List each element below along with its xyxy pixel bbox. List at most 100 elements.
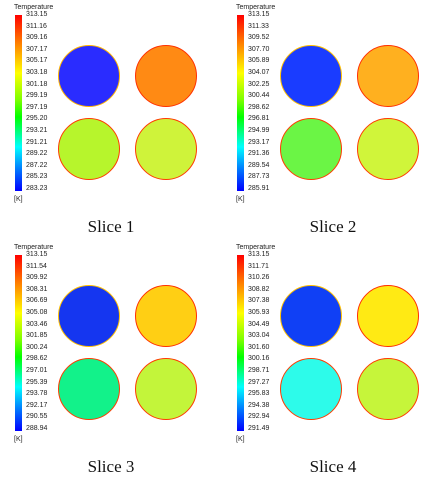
colorbar-tick-label: 291.36 (248, 150, 270, 158)
colorbar-tick-label: 297.19 (26, 103, 48, 111)
colorbar-tick-label: 299.19 (26, 92, 48, 100)
colorbar-tick-label: 298.62 (248, 103, 270, 111)
colorbar-tick-label: 294.99 (248, 127, 270, 134)
colorbar-tick-label: 313.15 (248, 251, 270, 258)
colorbar-title: Temperature (236, 4, 276, 11)
colorbar-tick-label: 305.08 (26, 309, 48, 316)
colorbar (237, 255, 244, 431)
colorbar-tick-label: 313.15 (248, 11, 270, 18)
colorbar-tick-label: 300.44 (248, 92, 270, 100)
colorbar (237, 15, 244, 191)
slice-caption: Slice 1 (87, 217, 135, 236)
colorbar-tick-label: 304.07 (248, 69, 270, 76)
colorbar-tick-label: 311.54 (26, 262, 47, 270)
colorbar-tick-label: 308.82 (248, 285, 270, 293)
colorbar-tick-label: 291.21 (26, 138, 48, 146)
colorbar-tick-label: 306.69 (26, 297, 48, 305)
circle-bottom-right (135, 118, 197, 180)
colorbar-tick-label: 303.46 (26, 320, 48, 328)
colorbar-tick-label: 301.60 (248, 343, 270, 351)
colorbar-tick-label: 295.20 (26, 115, 48, 123)
colorbar-title: Temperature (236, 244, 276, 251)
circle-top-left (280, 285, 342, 347)
colorbar-tick-label: 308.31 (26, 285, 48, 293)
colorbar-tick-label: 290.55 (26, 413, 48, 421)
colorbar (15, 15, 22, 191)
colorbar-tick-label: 305.93 (248, 309, 270, 316)
colorbar-tick-label: 296.81 (248, 115, 270, 123)
colorbar-unit: [K] (236, 436, 245, 443)
colorbar-tick-label: 294.38 (248, 401, 270, 409)
colorbar-title: Temperature (14, 244, 54, 251)
slice-panel-3: Temperature 313.15 311.54 309.92 308.31 306.6… (0, 240, 222, 480)
colorbar-tick-label: 309.16 (26, 34, 48, 42)
colorbar-tick-label: 289.22 (26, 150, 48, 158)
colorbar-tick-label: 287.22 (26, 161, 48, 169)
colorbar-tick-label: 305.89 (248, 57, 270, 65)
colorbar-tick-label: 304.49 (248, 320, 270, 328)
circle-bottom-right (357, 118, 419, 180)
colorbar-tick-label: 291.49 (248, 425, 270, 432)
colorbar-tick-label: 307.17 (26, 45, 48, 53)
circle-bottom-left (280, 118, 342, 180)
slice-panel-4: Temperature 313.15 311.71 310.26 308.82 307.3… (222, 240, 444, 480)
colorbar-tick-label: 300.16 (248, 355, 270, 363)
circle-top-right (135, 45, 197, 107)
colorbar-tick-label: 309.92 (26, 274, 48, 282)
colorbar-tick-label: 313.15 (26, 11, 48, 18)
colorbar-tick-label: 292.17 (26, 401, 48, 409)
colorbar-tick-label: 297.01 (26, 367, 48, 374)
circle-top-right (135, 285, 197, 347)
colorbar-tick-label: 288.94 (26, 425, 48, 432)
colorbar-unit: [K] (14, 436, 23, 443)
circle-bottom-right (357, 358, 419, 420)
slice-caption: Slice 4 (309, 457, 357, 476)
colorbar-tick-label: 313.15 (26, 251, 48, 258)
colorbar-tick-label: 287.73 (248, 173, 270, 181)
colorbar-tick-label: 285.23 (26, 173, 48, 181)
colorbar-tick-label: 292.94 (248, 413, 270, 421)
slice-panel-2: Temperature 313.15 311.33 309.52 307.70 305.8… (222, 0, 444, 240)
colorbar-tick-label: 311.71 (248, 262, 269, 270)
circle-top-left (58, 285, 120, 347)
colorbar-tick-label: 311.33 (248, 22, 269, 30)
colorbar-tick-label: 310.26 (248, 274, 270, 282)
circle-top-left (58, 45, 120, 107)
circle-top-left (280, 45, 342, 107)
colorbar-tick-label: 300.24 (26, 343, 48, 351)
circle-top-right (357, 45, 419, 107)
circle-top-right (357, 285, 419, 347)
colorbar-tick-label: 301.85 (26, 332, 48, 340)
slice-panel-1: Temperature 313.15 311.16 309.16 307.17 305.1… (0, 0, 222, 240)
circle-bottom-left (280, 358, 342, 420)
colorbar-unit: [K] (14, 196, 23, 203)
circle-bottom-left (58, 118, 120, 180)
circle-bottom-left (58, 358, 120, 420)
colorbar-tick-label: 307.70 (248, 45, 270, 53)
colorbar-tick-label: 293.78 (26, 390, 48, 398)
colorbar-tick-label: 289.54 (248, 161, 270, 169)
colorbar-tick-label: 295.39 (26, 378, 48, 386)
colorbar-unit: [K] (236, 196, 245, 203)
colorbar-tick-label: 303.18 (26, 69, 48, 76)
colorbar-title: Temperature (14, 4, 54, 11)
colorbar-tick-label: 307.38 (248, 297, 270, 305)
colorbar-tick-label: 305.17 (26, 57, 48, 65)
colorbar-tick-label: 285.91 (248, 185, 270, 192)
colorbar (15, 255, 22, 431)
colorbar-tick-label: 301.18 (26, 80, 48, 88)
colorbar-tick-label: 309.52 (248, 34, 270, 42)
circle-bottom-right (135, 358, 197, 420)
colorbar-tick-label: 293.17 (248, 138, 270, 146)
colorbar-tick-label: 311.16 (26, 22, 47, 30)
colorbar-tick-label: 298.62 (26, 355, 48, 363)
colorbar-tick-label: 298.71 (248, 367, 270, 374)
colorbar-tick-label: 283.23 (26, 185, 48, 192)
colorbar-tick-label: 293.21 (26, 127, 48, 134)
slice-caption: Slice 2 (309, 217, 357, 236)
slice-caption: Slice 3 (87, 457, 135, 476)
colorbar-tick-label: 302.25 (248, 80, 270, 88)
colorbar-tick-label: 297.27 (248, 378, 270, 386)
colorbar-tick-label: 295.83 (248, 390, 270, 398)
colorbar-tick-label: 303.04 (248, 332, 270, 340)
